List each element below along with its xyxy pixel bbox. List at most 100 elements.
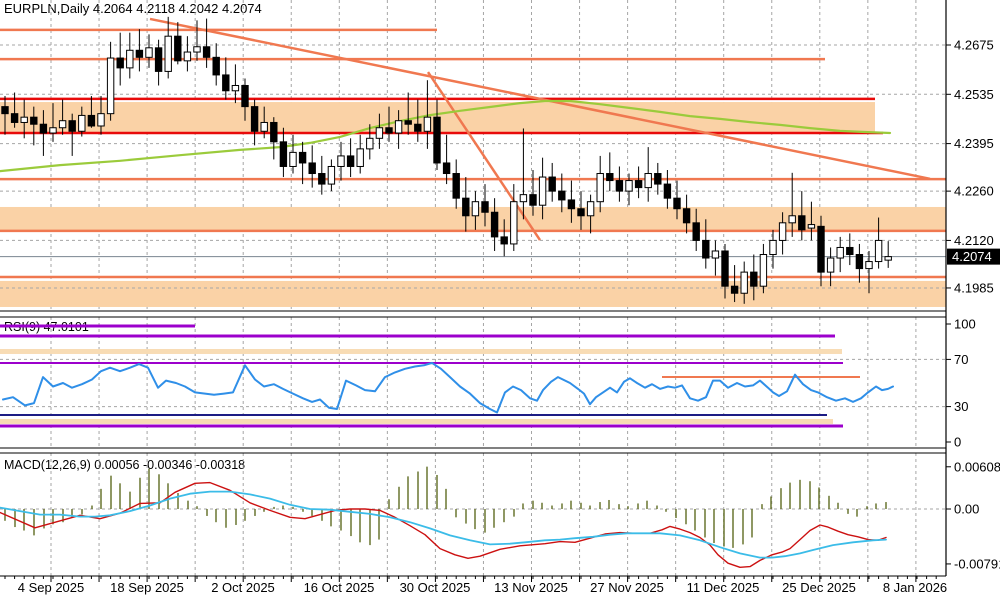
date-axis-label: 13 Nov 2025 xyxy=(494,580,568,595)
candle-down xyxy=(116,32,124,86)
candle-down xyxy=(39,110,48,156)
candle-up xyxy=(337,141,345,181)
candle-down xyxy=(846,233,854,266)
date-axis-label: 27 Nov 2025 xyxy=(590,580,664,595)
macd-axis-label: 0.00 xyxy=(954,502,979,517)
candle-up xyxy=(126,32,134,79)
candle-down xyxy=(10,92,19,128)
candle-up xyxy=(711,240,720,276)
candle-up xyxy=(423,80,432,149)
candle-up xyxy=(58,99,67,135)
candle-down xyxy=(68,113,76,156)
candle-down xyxy=(817,215,825,287)
candle-up xyxy=(865,250,873,294)
candle-up xyxy=(807,201,816,241)
candle-up xyxy=(826,247,835,287)
candle-down xyxy=(414,99,422,142)
symbol-ohlc-title: EURPLN,Daily 4.2064 4.2118 4.2042 4.2074 xyxy=(4,1,262,16)
macd-main-line xyxy=(0,481,887,568)
rsi-axis-label: 0 xyxy=(954,435,961,450)
price-axis-label: 4.2260 xyxy=(954,184,994,199)
candle-up xyxy=(327,159,336,192)
candle-down xyxy=(558,173,566,213)
candle-up xyxy=(769,229,777,269)
candle-up xyxy=(471,191,480,230)
candlestick-panel[interactable] xyxy=(0,0,947,576)
rsi-panel[interactable] xyxy=(0,316,946,449)
candle-up xyxy=(625,173,633,206)
candle-up xyxy=(538,157,547,220)
candle-down xyxy=(529,170,537,216)
candle-down xyxy=(87,96,96,128)
rsi-axis-label: 70 xyxy=(954,352,968,367)
candle-up xyxy=(106,41,115,121)
candle-up xyxy=(164,16,172,79)
date-axis-label: 30 Oct 2025 xyxy=(400,580,471,595)
candle-down xyxy=(577,191,585,230)
candle-down xyxy=(442,134,451,185)
candle-up xyxy=(596,155,604,213)
candle-up xyxy=(836,236,844,273)
candle-up xyxy=(260,106,268,139)
price-axis-label: 4.2120 xyxy=(954,233,994,248)
candle-down xyxy=(721,243,729,299)
rsi-axis-label: 30 xyxy=(954,399,968,414)
candle-down xyxy=(634,166,643,199)
macd-histogram xyxy=(4,466,887,548)
candle-down xyxy=(500,219,508,257)
candle-up xyxy=(356,134,364,174)
candle-down xyxy=(385,106,393,142)
current-price-tag xyxy=(947,248,1000,265)
candle-down xyxy=(490,198,499,251)
macd-axis-label: -0.00791 xyxy=(954,556,1000,571)
price-axis-label: 4.2535 xyxy=(954,87,994,102)
candle-down xyxy=(481,184,489,227)
date-axis-label: 18 Sep 2025 xyxy=(110,580,184,595)
candle-down xyxy=(202,18,211,68)
candle-down xyxy=(452,159,460,209)
price-axis: 4.2675 4.2535 4.2395 4.2260 4.2120 4.1985 4.20… xyxy=(946,38,1000,571)
descending-trendline-long xyxy=(149,17,931,181)
candle-up xyxy=(644,147,652,202)
candle-down xyxy=(615,166,624,202)
candle-down xyxy=(308,145,316,188)
candle-up xyxy=(778,212,787,255)
candle-up xyxy=(97,96,105,135)
candle-up xyxy=(289,134,297,174)
candle-down xyxy=(606,152,614,192)
price-axis-label: 4.1985 xyxy=(954,280,994,295)
candles xyxy=(1,16,892,304)
macd-panel[interactable] xyxy=(0,452,946,577)
date-axis-label: 2 Oct 2025 xyxy=(211,580,275,595)
candle-down xyxy=(298,141,307,185)
candle-up xyxy=(183,36,192,72)
date-axis-label: 8 Jan 2026 xyxy=(883,580,947,595)
candle-down xyxy=(1,96,9,135)
descending-trendline-steep xyxy=(426,71,542,241)
candle-up xyxy=(193,20,201,61)
macd-axis-label: 0.00608 xyxy=(954,459,1000,474)
candle-down xyxy=(222,57,230,100)
candle-up xyxy=(759,243,768,294)
candle-down xyxy=(318,155,326,195)
candle-up xyxy=(788,172,796,237)
candle-up xyxy=(510,184,518,251)
date-axis: 4 Sep 2025 18 Sep 2025 2 Oct 2025 16 Oct 20… xyxy=(4,576,947,595)
candle-up xyxy=(49,103,57,142)
candle-up xyxy=(394,110,403,149)
tan-band-upper xyxy=(0,349,842,354)
tan-band-lower xyxy=(0,418,833,424)
candle-down xyxy=(279,127,288,178)
candle-down xyxy=(270,117,278,160)
candle-down xyxy=(692,208,700,251)
candle-down xyxy=(750,254,758,301)
candle-down xyxy=(404,92,412,135)
candle-down xyxy=(462,177,470,232)
price-axis-label: 4.2675 xyxy=(954,38,994,53)
date-axis-label: 25 Dec 2025 xyxy=(782,580,856,595)
candle-down xyxy=(346,138,355,178)
candle-down xyxy=(682,194,691,234)
candle-up xyxy=(145,34,153,68)
rsi-axis-label: 100 xyxy=(954,317,976,332)
